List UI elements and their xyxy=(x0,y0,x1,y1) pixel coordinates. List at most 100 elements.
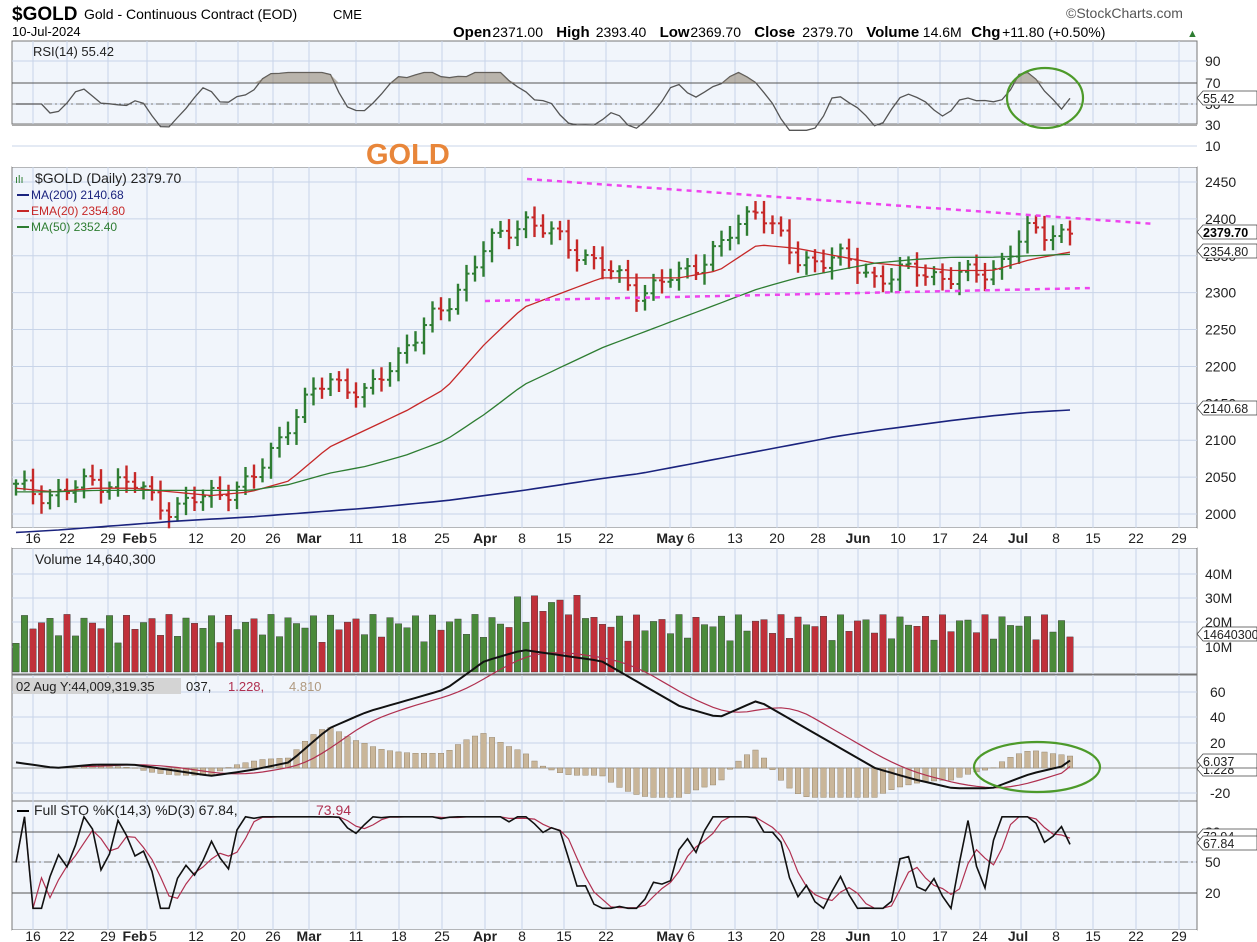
volume-bar xyxy=(259,634,266,673)
macd-histogram-bar xyxy=(310,734,317,769)
macd-histogram-bar xyxy=(761,757,768,769)
volume-bar xyxy=(327,614,334,673)
macd-histogram-bar xyxy=(480,733,487,769)
volume-bar xyxy=(607,626,615,673)
x-tick-label: 12 xyxy=(188,928,204,942)
x-tick-label: 20 xyxy=(230,530,246,546)
volume-bar xyxy=(463,634,470,673)
macd-histogram-bar xyxy=(871,767,878,798)
volume-bar xyxy=(590,617,598,673)
macd-histogram-bar xyxy=(421,753,428,769)
x-tick-label: 13 xyxy=(727,928,743,942)
macd-histogram-bar xyxy=(574,767,581,776)
macd-histogram-bar xyxy=(472,735,479,769)
volume-bar xyxy=(276,636,283,673)
x-tick-label: 17 xyxy=(932,928,948,942)
volume-bar xyxy=(709,626,717,673)
volume-bar xyxy=(667,633,674,673)
x-tick-label: 8 xyxy=(518,928,526,942)
macd-legend-prefix: 02 Aug Y:44,009,319.35 xyxy=(16,679,155,694)
macd-histogram-bar xyxy=(948,767,955,781)
macd-histogram-bar xyxy=(956,767,963,778)
x-tick-label: 22 xyxy=(1128,928,1144,942)
price-legend: ılı $GOLD (Daily) 2379.70 MA(200) 2140.68 E… xyxy=(15,170,182,234)
volume-bar xyxy=(191,623,198,673)
ema20-line xyxy=(15,244,1071,497)
price-bar xyxy=(1024,215,1031,254)
price-bar xyxy=(463,264,470,302)
volume-bar xyxy=(89,622,96,673)
volume-bar xyxy=(1049,631,1057,673)
price-bar xyxy=(565,219,572,259)
macd-histogram-bar xyxy=(795,767,802,794)
price-bar xyxy=(387,362,393,387)
macd-histogram-bar xyxy=(531,760,538,769)
stat-value: 2379.70 xyxy=(802,24,853,40)
macd-histogram-bar xyxy=(667,767,674,798)
y-tick-label: 10 xyxy=(1205,138,1221,154)
volume-bar xyxy=(522,622,530,673)
y-tick-label: -20 xyxy=(1210,785,1230,801)
price-bar xyxy=(81,468,87,499)
price-bar xyxy=(259,458,266,483)
price-bar xyxy=(497,220,504,238)
volume-bar xyxy=(1015,625,1023,673)
macd-histogram-bar xyxy=(786,767,793,789)
macd-histogram-bar xyxy=(982,767,989,771)
x-tick-label: Mar xyxy=(297,928,322,942)
volume-bar xyxy=(531,595,538,673)
volume-bar xyxy=(1041,614,1048,673)
macd-histogram-bar xyxy=(965,767,972,775)
volume-bar xyxy=(718,615,725,673)
volume-bar xyxy=(216,642,224,673)
volume-bar xyxy=(794,616,802,673)
y-tick-label: 30M xyxy=(1205,590,1232,606)
volume-legend: Volume 14,640,300 xyxy=(35,551,156,567)
macd-histogram-bar xyxy=(191,767,198,776)
volume-bar xyxy=(471,614,479,673)
x-tick-label: 22 xyxy=(59,928,75,942)
x-tick-label: Jul xyxy=(1008,928,1028,942)
volume-bar xyxy=(335,629,343,673)
volume-bar xyxy=(939,614,946,673)
price-bar xyxy=(310,377,317,406)
stat-label: Open xyxy=(453,24,491,41)
chart-date: 10-Jul-2024 xyxy=(12,24,81,39)
x-tick-label: 26 xyxy=(265,530,281,546)
macd-histogram-bar xyxy=(710,767,717,786)
volume-bar xyxy=(497,623,504,673)
price-bar xyxy=(616,265,623,283)
volume-bar xyxy=(63,614,71,673)
volume-bar xyxy=(735,614,742,673)
price-bar xyxy=(735,214,742,245)
macd-histogram-bar xyxy=(914,767,921,784)
macd-histogram-bar xyxy=(438,753,445,769)
volume-bar xyxy=(386,617,394,673)
price-bar xyxy=(489,228,495,263)
volume-bar xyxy=(293,623,300,673)
x-tick-label: 15 xyxy=(1085,928,1101,942)
upper-trendline xyxy=(526,177,1156,226)
price-bar xyxy=(863,263,869,278)
x-tick-label: 15 xyxy=(556,530,572,546)
macd-histogram-bar xyxy=(676,767,683,798)
x-tick-label: 29 xyxy=(100,928,116,942)
price-bar xyxy=(608,260,614,280)
price-bar xyxy=(344,368,351,399)
sto-legend-prefix: Full STO %K(14,3) %D(3) 67.84, xyxy=(34,802,238,818)
price-bar xyxy=(21,470,28,491)
x-tick-label: Jun xyxy=(846,928,871,942)
price-bar xyxy=(115,468,121,497)
volume-bar xyxy=(582,618,589,673)
y-tick-label: 30 xyxy=(1205,117,1221,133)
axis-marker-shape xyxy=(1196,400,1257,416)
y-tick-label: 2000 xyxy=(1205,506,1236,522)
axis-marker: 6.037 xyxy=(1196,753,1257,769)
volume-bar xyxy=(403,627,411,673)
ohlc-stats: Open 2371.00 High 2393.40 Low 2369.70 Close 237… xyxy=(453,24,1105,41)
volume-bar xyxy=(641,630,649,673)
price-bar xyxy=(871,266,878,288)
contract-name: Gold - Continuous Contract (EOD) xyxy=(84,6,297,22)
macd-line xyxy=(15,649,1071,790)
x-tick-label: Mar xyxy=(297,530,322,546)
